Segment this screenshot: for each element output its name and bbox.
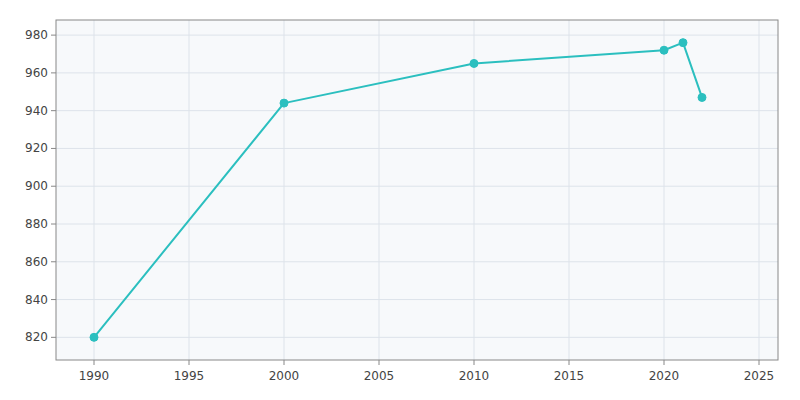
tick-x: [474, 360, 475, 365]
grid-line-x: [569, 20, 570, 360]
grid-line-x: [94, 20, 95, 360]
tick-y: [51, 72, 56, 73]
plot-background: [56, 20, 778, 360]
tick-label-y: 900: [25, 179, 48, 193]
tick-label-x: 2005: [364, 369, 395, 383]
grid-line-x: [664, 20, 665, 360]
grid-line-x: [759, 20, 760, 360]
tick-label-y: 960: [25, 66, 48, 80]
grid-line-y: [56, 261, 778, 262]
chart-container: 1990 1995 2000 2005 2010 2015 2020 2025 820 840 86…: [0, 0, 800, 400]
tick-y: [51, 299, 56, 300]
point: [698, 93, 706, 101]
tick-x: [379, 360, 380, 365]
grid-line-y: [56, 148, 778, 149]
grid-line-x: [379, 20, 380, 360]
tick-y: [51, 186, 56, 187]
tick-label-x: 2025: [744, 369, 775, 383]
tick-label-y: 880: [25, 217, 48, 231]
tick-x: [759, 360, 760, 365]
grid-line-y: [56, 224, 778, 225]
tick-label-y: 920: [25, 141, 48, 155]
point: [90, 333, 98, 341]
tick-y: [51, 35, 56, 36]
grid-line-y: [56, 110, 778, 111]
tick-y: [51, 148, 56, 149]
point: [280, 99, 288, 107]
axes: 1990 1995 2000 2005 2010 2015 2020 2025 820 840 86…: [25, 28, 774, 383]
tick-label-y: 820: [25, 330, 48, 344]
tick-label-x: 1995: [174, 369, 205, 383]
chart-svg: 1990 1995 2000 2005 2010 2015 2020 2025 820 840 86…: [0, 0, 800, 400]
tick-x: [664, 360, 665, 365]
tick-y: [51, 337, 56, 338]
grid: [56, 20, 778, 360]
tick-y: [51, 261, 56, 262]
line: [94, 43, 702, 338]
tick-x: [94, 360, 95, 365]
tick-label-x: 2020: [649, 369, 680, 383]
grid-line-x: [474, 20, 475, 360]
tick-x: [189, 360, 190, 365]
tick-label-x: 1990: [79, 369, 110, 383]
point: [660, 46, 668, 54]
tick-y: [51, 224, 56, 225]
tick-y: [51, 110, 56, 111]
tick-label-x: 2000: [269, 369, 300, 383]
tick-label-x: 2015: [554, 369, 585, 383]
tick-label-y: 840: [25, 293, 48, 307]
tick-label-y: 940: [25, 104, 48, 118]
grid-line-x: [284, 20, 285, 360]
grid-line-y: [56, 35, 778, 36]
tick-label-y: 980: [25, 28, 48, 42]
point: [470, 59, 478, 67]
grid-line-y: [56, 337, 778, 338]
grid-line-y: [56, 72, 778, 73]
grid-line-y: [56, 186, 778, 187]
tick-x: [569, 360, 570, 365]
tick-label-x: 2010: [459, 369, 490, 383]
grid-line-x: [189, 20, 190, 360]
plot-frame: [56, 20, 778, 360]
data-layer: [90, 39, 706, 342]
grid-line-y: [56, 299, 778, 300]
tick-x: [284, 360, 285, 365]
tick-label-y: 860: [25, 255, 48, 269]
point: [679, 39, 687, 47]
